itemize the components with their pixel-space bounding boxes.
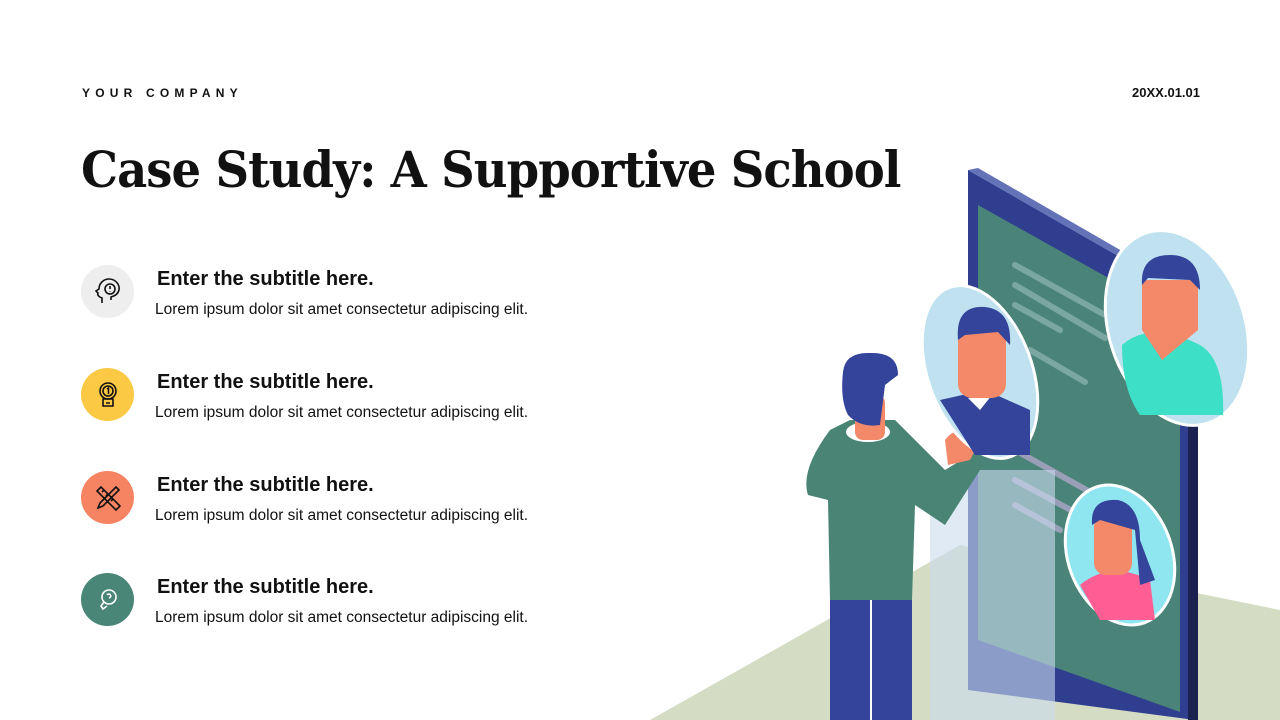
item-description: Lorem ipsum dolor sit amet consectetur a… xyxy=(155,301,529,318)
school-illustration xyxy=(650,168,1280,720)
avatar-bubble-girl xyxy=(1063,483,1177,627)
date: 20XX.01.01 xyxy=(1132,85,1200,100)
person xyxy=(806,352,980,720)
company-name: YOUR COMPANY xyxy=(82,86,243,100)
item-subtitle: Enter the subtitle here. xyxy=(157,576,374,598)
item-subtitle: Enter the subtitle here. xyxy=(157,474,374,496)
head-mind-icon xyxy=(81,265,134,318)
avatar-bubble-woman-teal xyxy=(1103,229,1251,427)
item-description: Lorem ipsum dolor sit amet consectetur a… xyxy=(155,404,529,421)
page-title: Case Study: A Supportive School xyxy=(81,140,901,199)
item-subtitle: Enter the subtitle here. xyxy=(157,268,374,290)
item-description: Lorem ipsum dolor sit amet consectetur a… xyxy=(155,507,529,524)
item-description: Lorem ipsum dolor sit amet consectetur a… xyxy=(155,609,529,626)
lightbulb-icon xyxy=(81,573,134,626)
pencil-ruler-icon xyxy=(81,471,134,524)
avatar-bubble-man xyxy=(920,284,1040,460)
medal-trophy-icon xyxy=(81,368,134,421)
item-subtitle: Enter the subtitle here. xyxy=(157,371,374,393)
